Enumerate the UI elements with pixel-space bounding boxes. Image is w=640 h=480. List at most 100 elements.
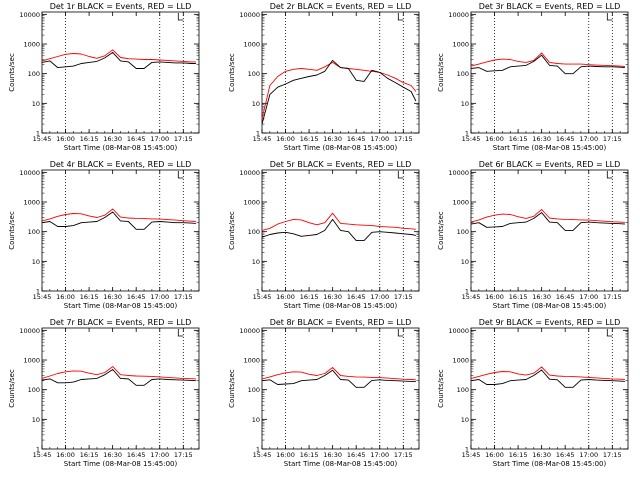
series-line-events — [261, 369, 416, 388]
y-tick-label: 1000 — [23, 199, 40, 207]
panel-det-7: Det 7r BLACK = Events, RED = LLD 15:45 16:… — [8, 318, 200, 468]
x-tick-label: 16:30 — [323, 293, 342, 301]
series-line-events — [470, 212, 625, 231]
y-tick-label: 10 — [461, 258, 469, 266]
x-tick-label: 16:30 — [103, 451, 122, 459]
y-tick-label: 1 — [256, 446, 260, 454]
y-axis-label: Counts/sec — [437, 211, 445, 250]
y-axis-label: Counts/sec — [228, 369, 236, 408]
x-tick-label: 17:00 — [579, 451, 598, 459]
y-tick-label: 1 — [256, 288, 260, 296]
y-tick-label: 100 — [457, 386, 469, 394]
panel-det-4: Det 4r BLACK = Events, RED = LLD 15:45 16:… — [8, 160, 200, 310]
panel-det-2: Det 2r BLACK = Events, RED = LLD 15:45 16:… — [228, 2, 420, 152]
x-axis-label: Start Time (08-Mar-08 15:45:00) — [284, 144, 398, 152]
y-tick-label: 1 — [36, 446, 40, 454]
series-line-events — [41, 211, 196, 230]
x-tick-label: 15:45 — [253, 293, 272, 301]
panel-title: Det 3r BLACK = Events, RED = LLD — [479, 2, 621, 11]
interval-bracket-mark — [397, 13, 404, 21]
y-axis-label: Counts/sec — [8, 53, 16, 92]
x-tick-label: 16:15 — [300, 135, 319, 143]
y-tick-label: 10000 — [448, 327, 469, 335]
y-tick-label: 10000 — [448, 169, 469, 177]
x-tick-label: 16:30 — [323, 451, 342, 459]
y-tick-label: 1 — [465, 446, 469, 454]
x-tick-label: 16:30 — [532, 451, 551, 459]
interval-bracket-mark — [177, 171, 184, 179]
y-tick-label: 1000 — [452, 41, 469, 49]
x-tick-label: 16:15 — [509, 135, 528, 143]
x-tick-label: 16:15 — [300, 293, 319, 301]
y-tick-label: 1 — [465, 288, 469, 296]
panel-title: Det 8r BLACK = Events, RED = LLD — [270, 318, 412, 327]
y-tick-label: 1000 — [243, 41, 260, 49]
x-tick-label: 16:00 — [276, 451, 295, 459]
y-tick-label: 1000 — [452, 357, 469, 365]
x-tick-label: 16:00 — [485, 451, 504, 459]
x-tick-label: 17:15 — [174, 293, 193, 301]
series-line-lld — [261, 367, 416, 381]
x-tick-label: 16:15 — [509, 451, 528, 459]
y-tick-label: 1 — [36, 288, 40, 296]
y-axis-label: Counts/sec — [8, 369, 16, 408]
x-tick-label: 17:00 — [579, 293, 598, 301]
panel-title: Det 1r BLACK = Events, RED = LLD — [50, 2, 192, 11]
x-axis-label: Start Time (08-Mar-08 15:45:00) — [493, 460, 607, 468]
x-tick-label: 16:45 — [556, 135, 575, 143]
x-tick-label: 16:15 — [80, 451, 99, 459]
series-line-lld — [470, 52, 625, 67]
series-line-events — [470, 54, 625, 75]
y-tick-label: 100 — [28, 386, 40, 394]
x-tick-label: 17:00 — [150, 451, 169, 459]
x-tick-label: 16:00 — [56, 451, 75, 459]
x-tick-label: 16:30 — [323, 135, 342, 143]
x-tick-label: 17:15 — [603, 451, 622, 459]
y-tick-label: 10 — [252, 258, 260, 266]
series-line-events — [41, 51, 196, 69]
interval-bracket-mark — [397, 171, 404, 179]
series-line-lld — [470, 209, 625, 223]
x-tick-label: 16:15 — [509, 293, 528, 301]
y-tick-label: 10000 — [448, 11, 469, 19]
x-tick-label: 17:00 — [150, 135, 169, 143]
x-tick-label: 17:00 — [370, 451, 389, 459]
x-tick-label: 16:00 — [276, 293, 295, 301]
x-tick-label: 15:45 — [462, 293, 481, 301]
y-tick-label: 1000 — [452, 199, 469, 207]
panel-det-1: Det 1r BLACK = Events, RED = LLD 15:45 16:… — [8, 2, 200, 152]
series-line-events — [261, 218, 416, 242]
y-tick-label: 10 — [32, 258, 40, 266]
x-tick-label: 17:00 — [370, 135, 389, 143]
panel-det-8: Det 8r BLACK = Events, RED = LLD 15:45 16:… — [228, 318, 420, 468]
x-tick-label: 16:30 — [103, 135, 122, 143]
y-axis-label: Counts/sec — [437, 369, 445, 408]
x-tick-label: 17:00 — [150, 293, 169, 301]
y-tick-label: 10000 — [239, 169, 260, 177]
x-tick-label: 16:00 — [485, 135, 504, 143]
y-tick-label: 100 — [248, 70, 260, 78]
y-tick-label: 10000 — [19, 11, 40, 19]
y-tick-label: 1 — [256, 130, 260, 138]
x-tick-label: 16:15 — [80, 293, 99, 301]
series-line-events — [261, 59, 417, 125]
y-tick-label: 100 — [248, 228, 260, 236]
x-tick-label: 15:45 — [253, 135, 272, 143]
x-tick-label: 16:00 — [56, 293, 75, 301]
series-line-lld — [41, 366, 196, 380]
x-tick-label: 16:45 — [347, 135, 366, 143]
x-tick-label: 16:45 — [347, 293, 366, 301]
x-tick-label: 17:00 — [579, 135, 598, 143]
panel-title: Det 7r BLACK = Events, RED = LLD — [50, 318, 192, 327]
x-tick-label: 16:30 — [103, 293, 122, 301]
y-tick-label: 100 — [28, 228, 40, 236]
x-tick-label: 16:00 — [485, 293, 504, 301]
panel-det-9: Det 9r BLACK = Events, RED = LLD 15:45 16:… — [437, 318, 629, 468]
x-tick-label: 17:15 — [603, 293, 622, 301]
panel-det-6: Det 6r BLACK = Events, RED = LLD 15:45 16:… — [437, 160, 629, 310]
x-tick-label: 16:30 — [532, 135, 551, 143]
panel-title: Det 5r BLACK = Events, RED = LLD — [270, 160, 412, 169]
x-tick-label: 17:15 — [174, 135, 193, 143]
y-tick-label: 10000 — [19, 327, 40, 335]
x-axis-label: Start Time (08-Mar-08 15:45:00) — [64, 302, 178, 310]
